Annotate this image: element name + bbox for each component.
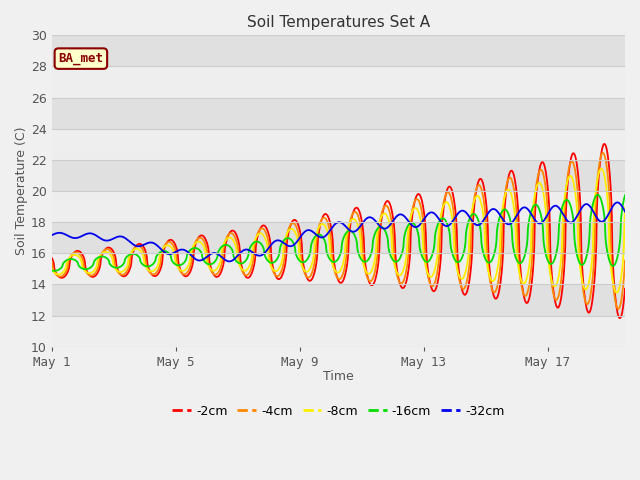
-8cm [280, 246, 287, 252]
-2cm [495, 290, 502, 296]
-2cm [47, 254, 55, 260]
-32cm [495, 211, 503, 217]
-32cm [621, 209, 629, 215]
Bar [51, 191, 625, 222]
-4cm [47, 258, 55, 264]
-16cm [47, 267, 55, 273]
-2cm [442, 194, 449, 200]
Bar [51, 253, 625, 285]
-2cm [300, 265, 308, 271]
-32cm [506, 221, 513, 227]
-8cm [106, 252, 114, 257]
-4cm [599, 150, 607, 156]
-2cm [621, 286, 629, 292]
Bar [51, 222, 625, 253]
-32cm [442, 223, 450, 229]
-8cm [505, 187, 513, 192]
-32cm [47, 232, 55, 238]
-8cm [598, 166, 605, 171]
Bar [51, 315, 625, 347]
-32cm [226, 259, 234, 264]
Line: -8cm: -8cm [51, 168, 625, 293]
-32cm [106, 237, 114, 243]
-16cm [280, 237, 288, 243]
-4cm [621, 258, 629, 264]
-16cm [107, 262, 115, 268]
-8cm [300, 267, 308, 273]
-2cm [505, 172, 513, 178]
-4cm [614, 306, 622, 312]
-16cm [506, 215, 513, 220]
-4cm [495, 276, 502, 282]
-2cm [106, 245, 114, 251]
-32cm [280, 240, 288, 246]
Bar [51, 129, 625, 160]
-16cm [51, 268, 58, 274]
-8cm [621, 205, 629, 211]
Bar [51, 36, 625, 66]
Line: -32cm: -32cm [51, 203, 625, 262]
-32cm [614, 200, 621, 205]
-8cm [613, 290, 621, 296]
-4cm [505, 175, 513, 181]
Title: Soil Temperatures Set A: Soil Temperatures Set A [246, 15, 430, 30]
-16cm [594, 192, 602, 198]
Legend: -2cm, -4cm, -8cm, -16cm, -32cm: -2cm, -4cm, -8cm, -16cm, -32cm [167, 400, 509, 423]
-8cm [47, 266, 55, 272]
-8cm [442, 200, 449, 205]
-16cm [301, 259, 308, 265]
-32cm [301, 229, 308, 235]
-4cm [442, 193, 449, 199]
Bar [51, 285, 625, 315]
-2cm [616, 315, 623, 321]
Text: BA_met: BA_met [58, 52, 104, 65]
-8cm [495, 258, 502, 264]
-2cm [280, 269, 287, 275]
Line: -2cm: -2cm [51, 144, 625, 318]
-4cm [300, 269, 308, 275]
X-axis label: Time: Time [323, 370, 354, 383]
-4cm [106, 248, 114, 253]
Y-axis label: Soil Temperature (C): Soil Temperature (C) [15, 127, 28, 255]
-16cm [442, 218, 450, 224]
-16cm [495, 216, 503, 221]
-4cm [280, 261, 287, 267]
Bar [51, 160, 625, 191]
Line: -16cm: -16cm [51, 195, 625, 271]
Bar [51, 97, 625, 129]
-2cm [600, 141, 608, 147]
-16cm [621, 192, 629, 198]
Bar [51, 66, 625, 97]
Line: -4cm: -4cm [51, 153, 625, 309]
